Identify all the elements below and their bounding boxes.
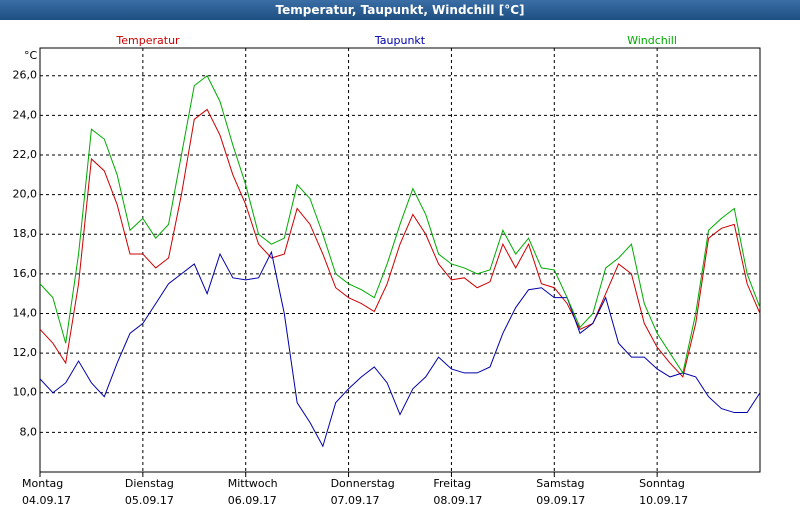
y-tick-label: 12,0 bbox=[13, 346, 38, 359]
y-tick-label: 10,0 bbox=[13, 386, 38, 399]
x-tick-label: Sonntag bbox=[639, 477, 685, 490]
legend-label: Taupunkt bbox=[374, 34, 426, 47]
y-tick-label: 16,0 bbox=[13, 267, 38, 280]
x-tick-date: 07.09.17 bbox=[331, 494, 380, 507]
x-tick-date: 08.09.17 bbox=[433, 494, 482, 507]
y-tick-label: 20,0 bbox=[13, 188, 38, 201]
legend-label: Temperatur bbox=[115, 34, 180, 47]
x-tick-label: Donnerstag bbox=[331, 477, 395, 490]
y-tick-label: 8,0 bbox=[20, 425, 38, 438]
x-tick-date: 10.09.17 bbox=[639, 494, 688, 507]
x-tick-label: Mittwoch bbox=[228, 477, 278, 490]
series-line bbox=[39, 108, 761, 378]
x-tick-date: 04.09.17 bbox=[22, 494, 71, 507]
page: {"chart_data": {"type": "line", "title":… bbox=[0, 0, 800, 507]
x-tick-date: 09.09.17 bbox=[536, 494, 585, 507]
x-tick-date: 05.09.17 bbox=[125, 494, 174, 507]
x-tick-label: Dienstag bbox=[125, 477, 174, 490]
y-tick-label: 24,0 bbox=[13, 108, 38, 121]
y-tick-label: 22,0 bbox=[13, 148, 38, 161]
series-line bbox=[39, 74, 761, 375]
x-tick-label: Freitag bbox=[433, 477, 471, 490]
x-tick-date: 06.09.17 bbox=[228, 494, 277, 507]
series-line bbox=[39, 250, 761, 448]
y-tick-label: 26,0 bbox=[13, 69, 38, 82]
title-bar: Temperatur, Taupunkt, Windchill [°C] bbox=[0, 0, 800, 20]
y-tick-label: 14,0 bbox=[13, 306, 38, 319]
plot-area bbox=[39, 47, 761, 473]
y-axis-label: °C bbox=[24, 49, 38, 62]
y-tick-label: 18,0 bbox=[13, 227, 38, 240]
chart: °C 8,0 10,0 12,0 14,0 16,0 18,0 20,0 22,0 24,0 26… bbox=[13, 34, 761, 507]
legend-label: Windchill bbox=[627, 34, 677, 47]
x-tick-label: Samstag bbox=[536, 477, 584, 490]
x-tick-label: Montag bbox=[22, 477, 63, 490]
